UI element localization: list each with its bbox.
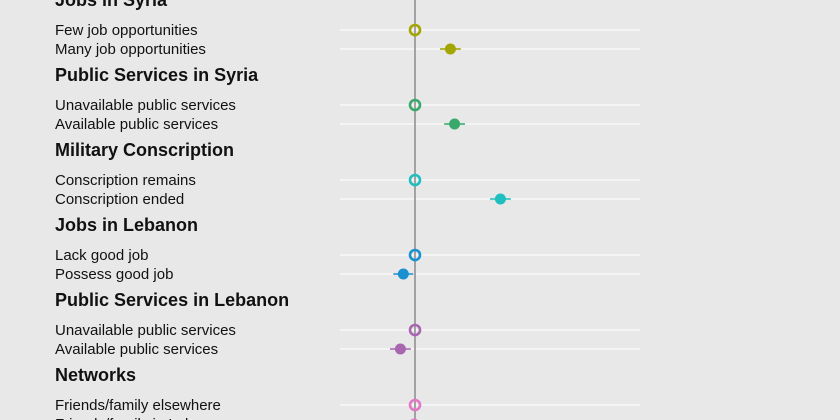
- group-title: Networks: [55, 365, 136, 385]
- labels: Jobs in Syria Few job opportunities Many j…: [55, 0, 289, 420]
- group-title: Public Services in Syria: [55, 65, 259, 85]
- estimate-point: [449, 118, 461, 130]
- level-label: Possess good job: [55, 266, 173, 283]
- group-title: Military Conscription: [55, 140, 234, 160]
- estimate-point: [494, 193, 506, 205]
- group-title: Jobs in Syria: [55, 0, 168, 10]
- reference-point: [408, 323, 422, 337]
- level-label: Few job opportunities: [55, 22, 198, 39]
- level-label: Many job opportunities: [55, 41, 206, 58]
- estimate-point: [444, 43, 456, 55]
- level-label: Available public services: [55, 341, 218, 358]
- reference-point: [408, 398, 422, 412]
- reference-point: [408, 98, 422, 112]
- level-label: Unavailable public services: [55, 322, 236, 339]
- reference-point: [408, 248, 422, 262]
- reference-point: [408, 23, 422, 37]
- group-title: Jobs in Lebanon: [55, 215, 198, 235]
- level-label: Conscription remains: [55, 172, 196, 189]
- reference-point: [408, 173, 422, 187]
- level-label: Lack good job: [55, 247, 148, 264]
- level-label: Friends/family in Lebanon: [55, 416, 227, 420]
- marks: [390, 23, 511, 420]
- gridlines: [340, 29, 640, 406]
- level-label: Conscription ended: [55, 191, 184, 208]
- estimate-point: [394, 343, 406, 355]
- estimate-point: [397, 268, 409, 280]
- level-label: Unavailable public services: [55, 97, 236, 114]
- level-label: Available public services: [55, 116, 218, 133]
- level-label: Friends/family elsewhere: [55, 397, 221, 414]
- group-title: Public Services in Lebanon: [55, 290, 289, 310]
